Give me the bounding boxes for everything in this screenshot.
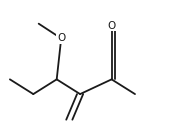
Text: O: O <box>107 21 116 31</box>
Text: O: O <box>57 33 65 43</box>
